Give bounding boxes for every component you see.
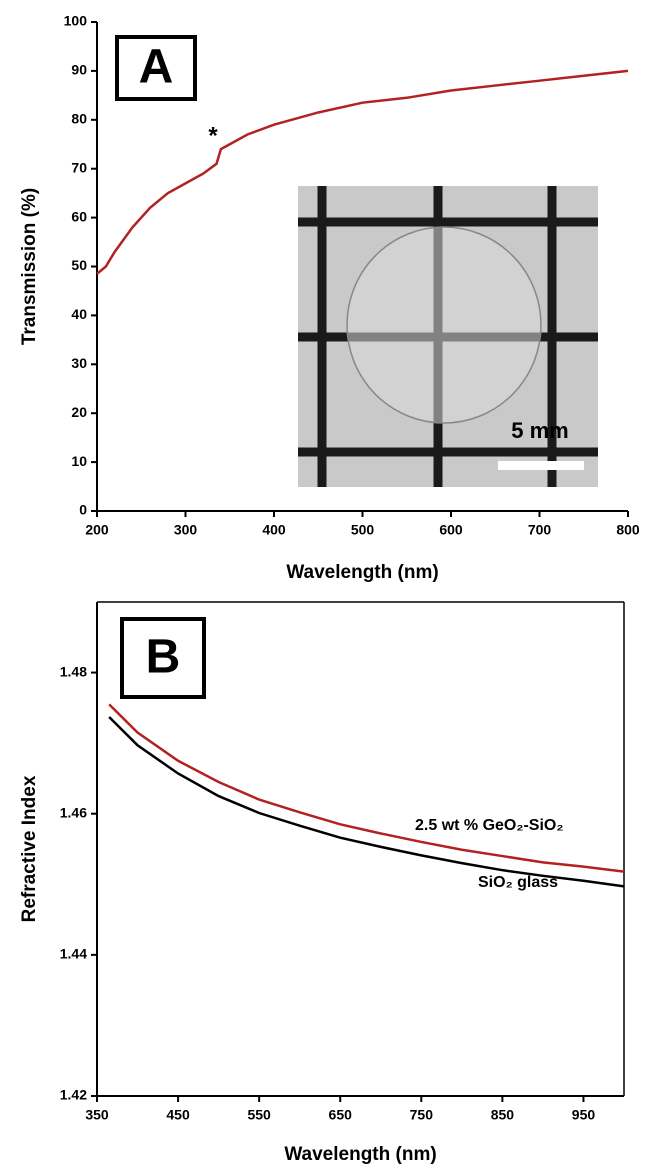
y-tick-label: 100 (64, 13, 88, 29)
y-tick-label: 50 (71, 257, 87, 273)
y-axis-title: Refractive Index (19, 775, 40, 922)
y-tick-label: 30 (71, 355, 87, 371)
series-label: SiO₂ glass (478, 874, 558, 891)
x-tick-label: 850 (491, 1107, 515, 1123)
x-tick-label: 550 (247, 1107, 271, 1123)
series-line (96, 69, 629, 275)
x-tick-label: 700 (528, 522, 552, 538)
y-tick-label: 80 (71, 111, 87, 127)
x-axis-title: Wavelength (nm) (284, 1144, 436, 1165)
x-tick-label: 600 (439, 522, 463, 538)
panel-label: A (139, 41, 174, 94)
y-tick-label: 1.46 (60, 804, 87, 820)
x-tick-label: 400 (262, 522, 286, 538)
y-tick-label: 90 (71, 62, 87, 78)
x-axis-title: Wavelength (nm) (286, 562, 438, 583)
annotation-asterisk: * (208, 122, 218, 149)
panel-label-box (120, 617, 206, 699)
inset-photo (298, 186, 598, 487)
series-line (108, 703, 625, 873)
y-tick-label: 1.42 (60, 1087, 87, 1103)
y-tick-label: 40 (71, 306, 87, 322)
y-tick-label: 10 (71, 453, 87, 469)
x-tick-label: 200 (85, 522, 109, 538)
y-tick-label: 60 (71, 208, 87, 224)
x-tick-label: 950 (572, 1107, 596, 1123)
y-tick-label: 20 (71, 404, 87, 420)
panel-label: B (146, 631, 181, 684)
y-tick-label: 1.48 (60, 663, 87, 679)
x-tick-label: 500 (351, 522, 375, 538)
series-line (108, 716, 625, 888)
x-tick-label: 650 (329, 1107, 353, 1123)
y-tick-label: 70 (71, 159, 87, 175)
series-label: 2.5 wt % GeO₂-SiO₂ (415, 817, 563, 834)
y-tick-label: 0 (79, 502, 87, 518)
x-tick-label: 450 (166, 1107, 190, 1123)
panel-label-box (115, 35, 197, 101)
x-tick-label: 300 (174, 522, 198, 538)
x-tick-label: 350 (85, 1107, 109, 1123)
x-tick-label: 800 (616, 522, 640, 538)
scale-label: 5 mm (511, 418, 568, 443)
y-tick-label: 1.44 (60, 946, 87, 962)
y-axis-title: Transmission (%) (19, 188, 40, 345)
x-tick-label: 750 (410, 1107, 434, 1123)
